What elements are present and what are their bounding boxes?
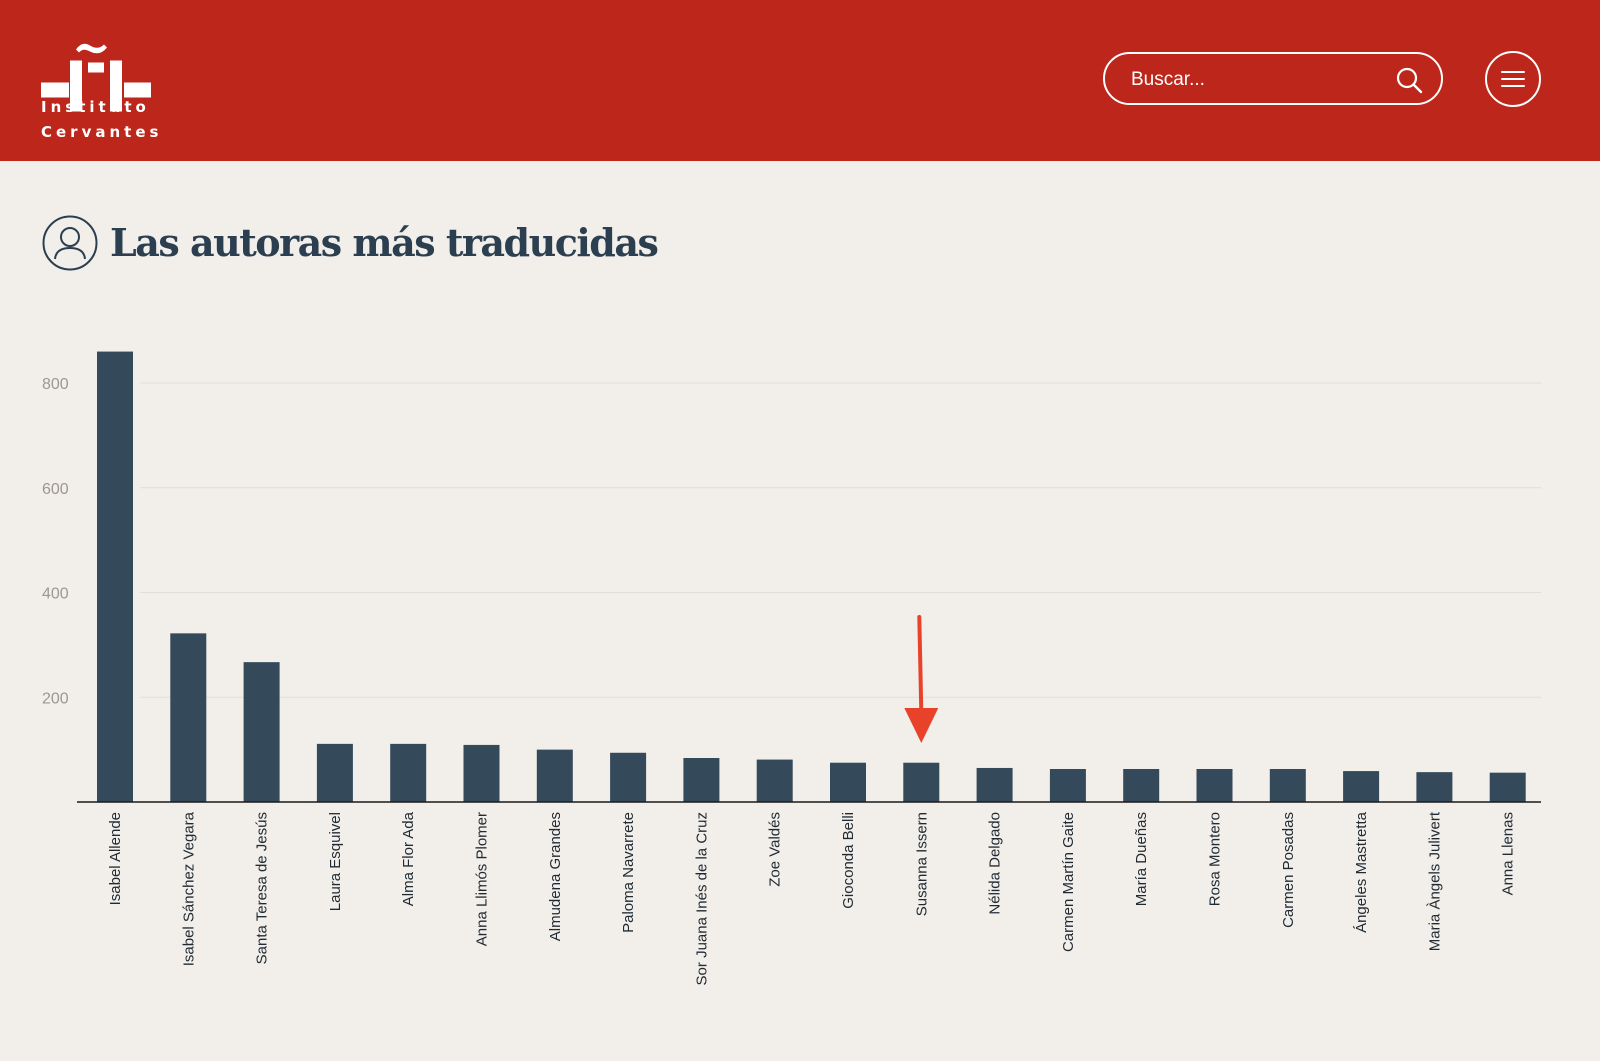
- annotation-arrow-head: [904, 708, 939, 743]
- bar: [390, 743, 427, 802]
- bar: [170, 633, 207, 802]
- bar: [903, 762, 940, 802]
- x-tick-label: Susanna Issern: [913, 812, 930, 916]
- x-tick-label: Ángeles Mastretta: [1353, 811, 1370, 933]
- x-tick-label: Sor Juana Inés de la Cruz: [693, 812, 710, 985]
- bar: [316, 743, 353, 802]
- bar: [1196, 769, 1233, 802]
- search-box[interactable]: [1103, 52, 1443, 105]
- menu-button[interactable]: [1485, 51, 1541, 107]
- bar: [976, 767, 1013, 802]
- search-icon[interactable]: [1395, 66, 1423, 94]
- x-tick-label: Rosa Montero: [1207, 812, 1224, 906]
- bar: [97, 351, 133, 802]
- bar: [756, 759, 793, 802]
- logo-text-line2: Cervantes: [41, 123, 163, 141]
- x-tick-label: Gioconda Belli: [840, 812, 857, 909]
- bar-chart: 200 400 600 800 Isabel Allende Isabel Sánchez…: [42, 351, 1541, 985]
- bar: [610, 752, 647, 802]
- bar: [536, 749, 573, 802]
- x-tick-label: Maria Àngels Julivert: [1426, 811, 1443, 951]
- x-tick-label: Laura Esquivel: [327, 812, 344, 911]
- y-tick-label: 600: [42, 481, 69, 498]
- x-tick-label: María Dueñas: [1133, 812, 1150, 906]
- logo-text-line1: Instituto: [41, 98, 150, 116]
- x-tick-label: Paloma Navarrete: [620, 812, 637, 933]
- y-tick-label: 400: [42, 586, 69, 603]
- y-tick-label: 200: [42, 690, 69, 707]
- bar: [1489, 772, 1526, 802]
- bar: [463, 744, 500, 802]
- bar: [830, 762, 866, 802]
- x-tick-label: Alma Flor Ada: [400, 811, 417, 906]
- x-tick-label: Nélida Delgado: [987, 812, 1004, 915]
- site-header: Instituto Cervantes: [0, 0, 1600, 161]
- bar: [243, 662, 280, 802]
- x-tick-label: Anna Llenas: [1500, 812, 1517, 895]
- bar: [1269, 769, 1306, 802]
- y-tick-label: 800: [42, 376, 69, 393]
- instituto-cervantes-logo[interactable]: [40, 18, 160, 143]
- user-icon: [42, 215, 98, 271]
- bar: [1049, 769, 1086, 802]
- x-tick-label: Isabel Sánchez Vegara: [180, 811, 197, 966]
- x-tick-label: Almudena Grandes: [547, 812, 564, 941]
- bar: [683, 758, 720, 802]
- x-tick-label: Anna Llimós Plomer: [474, 812, 491, 946]
- annotation-arrow-shaft: [917, 615, 924, 714]
- x-tick-label: Zoe Valdés: [767, 812, 784, 887]
- bar: [1123, 769, 1160, 802]
- x-tick-label: Isabel Allende: [107, 812, 124, 905]
- hamburger-icon: [1501, 71, 1525, 87]
- bar: [1343, 771, 1380, 802]
- page-title: Las autoras más traducidas: [110, 220, 659, 265]
- x-tick-label: Carmen Martín Gaite: [1060, 812, 1077, 952]
- x-tick-label: Santa Teresa de Jesús: [254, 812, 271, 964]
- search-input[interactable]: [1129, 64, 1373, 96]
- bar: [1416, 772, 1453, 802]
- x-tick-label: Carmen Posadas: [1280, 812, 1297, 928]
